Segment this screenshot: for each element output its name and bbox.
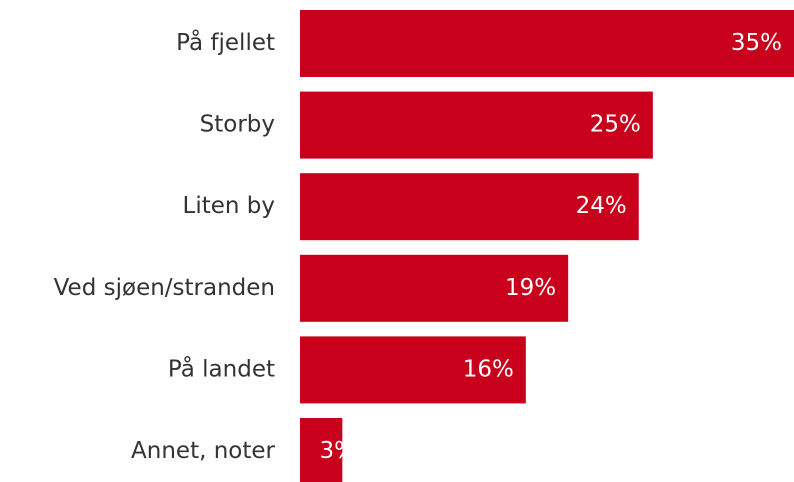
category-label: Annet, noter bbox=[131, 438, 275, 464]
bar bbox=[300, 91, 653, 159]
bar bbox=[300, 173, 639, 241]
value-label: 16% bbox=[463, 356, 514, 382]
value-label: 35% bbox=[731, 30, 782, 56]
bar bbox=[300, 10, 794, 77]
category-label: På landet bbox=[168, 354, 275, 382]
bar bbox=[300, 418, 343, 482]
value-label: 3% bbox=[320, 438, 357, 464]
category-label: Liten by bbox=[183, 193, 275, 219]
category-label: Ved sjøen/stranden bbox=[54, 275, 275, 301]
bar bbox=[300, 254, 569, 322]
value-label: 19% bbox=[505, 275, 556, 301]
category-label: Storby bbox=[200, 112, 275, 138]
value-label: 24% bbox=[576, 193, 627, 219]
value-label: 25% bbox=[590, 112, 641, 138]
bar bbox=[300, 336, 526, 404]
category-label: På fjellet bbox=[176, 28, 275, 56]
